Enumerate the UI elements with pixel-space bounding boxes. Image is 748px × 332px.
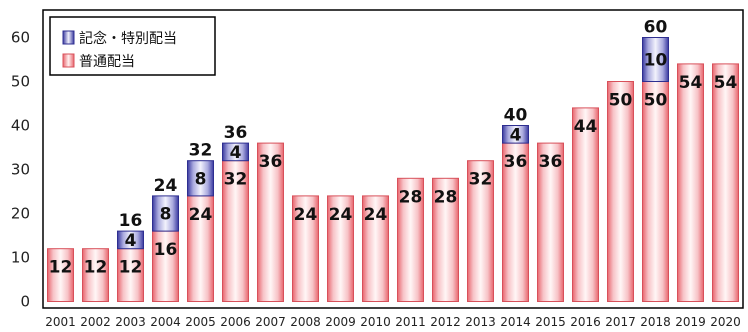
bar-total-label-2005: 32 — [189, 141, 213, 161]
y-tick-label: 30 — [11, 161, 30, 179]
bar-label-special-2005: 8 — [195, 169, 207, 189]
bar-special-2014 — [502, 125, 529, 144]
bar-total-label-2006: 36 — [224, 123, 248, 143]
y-tick-label: 10 — [11, 249, 30, 267]
bar-label-regular-2006: 32 — [224, 170, 248, 190]
bar-regular-2015 — [537, 142, 564, 302]
legend-label-regular: 普通配当 — [79, 54, 135, 70]
bar-regular-2006 — [222, 160, 249, 302]
bar-label-special-2018: 10 — [644, 51, 668, 71]
bar-label-regular-2016: 44 — [574, 117, 598, 137]
bar-regular-2013 — [467, 160, 494, 302]
x-tick-label: 2009 — [325, 315, 356, 329]
bar-special-2018 — [642, 37, 669, 82]
bar-regular-2010 — [362, 195, 389, 302]
x-tick-label: 2016 — [570, 315, 601, 329]
bar-regular-2017 — [607, 81, 634, 302]
bar-regular-2008 — [292, 195, 319, 302]
x-tick-label: 2014 — [500, 315, 531, 329]
x-tick-label: 2017 — [605, 315, 636, 329]
bar-total-label-2004: 24 — [154, 176, 178, 196]
bar-regular-2018 — [642, 81, 669, 302]
y-tick-label: 50 — [11, 73, 30, 91]
x-tick-label: 2020 — [710, 315, 741, 329]
bar-special-2004 — [152, 195, 179, 232]
x-tick-label: 2004 — [150, 315, 181, 329]
bar-special-2006 — [222, 142, 249, 162]
x-tick-label: 2008 — [290, 315, 321, 329]
x-tick-label: 2003 — [115, 315, 146, 329]
bar-total-label-2014: 40 — [504, 106, 528, 126]
bar-regular-2014 — [502, 142, 529, 302]
bar-regular-2001 — [47, 248, 74, 302]
bar-label-special-2014: 4 — [510, 125, 522, 145]
legend: 記念・特別配当 普通配当 — [49, 16, 216, 76]
bar-label-regular-2003: 12 — [119, 258, 143, 278]
x-tick-label: 2012 — [430, 315, 461, 329]
bar-regular-2002 — [82, 248, 109, 302]
bar-regular-2016 — [572, 107, 599, 303]
y-tick-label: 0 — [20, 293, 30, 311]
y-tick-label: 60 — [11, 29, 30, 47]
bar-label-special-2003: 4 — [125, 231, 137, 251]
x-tick-label: 2005 — [185, 315, 216, 329]
bar-label-regular-2013: 32 — [469, 170, 493, 190]
x-tick-label: 2015 — [535, 315, 566, 329]
bar-regular-2012 — [432, 177, 459, 302]
bar-label-regular-2011: 28 — [399, 187, 423, 207]
bar-label-regular-2018: 50 — [644, 91, 668, 111]
y-tick-label: 20 — [11, 205, 30, 223]
legend-label-special: 記念・特別配当 — [79, 30, 177, 47]
bar-regular-2007 — [257, 142, 284, 302]
x-axis: 2001 2002 2003 2004 2005 2006 2007 2008 2009 2010… — [45, 315, 741, 329]
bar-label-regular-2015: 36 — [539, 152, 563, 172]
x-tick-label: 2013 — [465, 315, 496, 329]
bar-label-regular-2012: 28 — [434, 187, 458, 207]
legend-swatch-special — [62, 30, 75, 45]
bar-label-regular-2001: 12 — [49, 258, 73, 278]
bar-label-regular-2017: 50 — [609, 91, 633, 111]
x-tick-label: 2010 — [360, 315, 391, 329]
bar-label-special-2006: 4 — [230, 143, 242, 163]
bar-regular-2011 — [397, 177, 424, 302]
bar-special-2005 — [187, 160, 214, 197]
y-tick-label: 40 — [11, 117, 30, 135]
bar-label-regular-2007: 36 — [259, 152, 283, 172]
bar-label-regular-2010: 24 — [364, 205, 388, 225]
x-tick-label: 2002 — [80, 315, 111, 329]
x-tick-label: 2011 — [395, 315, 426, 329]
x-tick-label: 2018 — [640, 315, 671, 329]
bar-label-regular-2020: 54 — [714, 73, 738, 93]
bar-special-2003 — [117, 230, 144, 250]
bar-label-regular-2009: 24 — [329, 205, 353, 225]
bar-label-regular-2004: 16 — [154, 240, 178, 260]
bar-regular-2009 — [327, 195, 354, 302]
bar-total-label-2018: 60 — [644, 18, 668, 38]
bar-label-regular-2002: 12 — [84, 258, 108, 278]
x-tick-label: 2001 — [45, 315, 76, 329]
legend-box — [49, 16, 216, 76]
bar-total-label-2003: 16 — [119, 211, 143, 231]
bar-label-regular-2008: 24 — [294, 205, 318, 225]
x-tick-label: 2007 — [255, 315, 286, 329]
bar-label-regular-2019: 54 — [679, 73, 703, 93]
bar-regular-2004 — [152, 230, 179, 303]
legend-swatch-regular — [62, 53, 75, 68]
bar-label-special-2004: 8 — [160, 205, 172, 225]
bar-regular-2020 — [712, 63, 739, 303]
y-axis: 0 10 20 30 40 50 60 — [11, 29, 30, 311]
x-tick-label: 2019 — [675, 315, 706, 329]
x-tick-label: 2006 — [220, 315, 251, 329]
bar-label-regular-2014: 36 — [504, 152, 528, 172]
bar-label-regular-2005: 24 — [189, 205, 213, 225]
bar-regular-2019 — [677, 63, 704, 303]
